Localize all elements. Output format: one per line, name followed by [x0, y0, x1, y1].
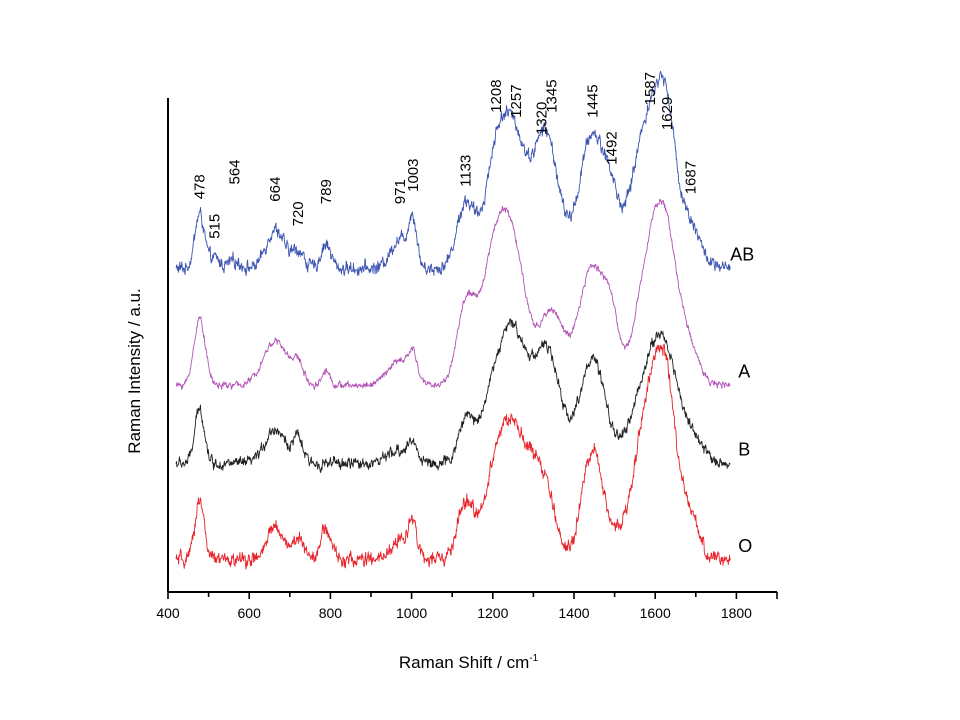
peak-label: 1208: [488, 79, 505, 112]
x-tick-label: 400: [156, 605, 180, 621]
trace-b: [175, 318, 731, 473]
x-ticks-group: 400 600 800 1000 1200 1400 1600 1800: [156, 592, 752, 621]
peak-label: 1629: [659, 97, 676, 130]
traces-group: [175, 70, 731, 570]
peak-label: 720: [290, 201, 307, 226]
peak-label: 1492: [603, 131, 620, 164]
x-axis-title-text: Raman Shift / cm: [399, 653, 529, 672]
peak-label: 1345: [544, 79, 561, 112]
trace-a: [175, 198, 731, 391]
x-axis-title: Raman Shift / cm-1: [399, 653, 539, 672]
peak-label: 1587: [642, 72, 659, 105]
peak-label: 1445: [584, 84, 601, 117]
x-tick-label: 1400: [558, 605, 589, 621]
peak-label: 664: [267, 177, 284, 202]
series-label-b: B: [738, 439, 750, 459]
x-tick-label: 1200: [477, 605, 508, 621]
trace-ab: [175, 70, 731, 277]
x-axis-title-superscript: -1: [529, 653, 538, 664]
series-label-o: O: [738, 536, 752, 556]
peak-label: 515: [207, 214, 224, 239]
trace-o: [175, 343, 731, 570]
axes-group: [167, 98, 778, 599]
peak-label: 1257: [508, 84, 525, 117]
x-tick-label: 1600: [640, 605, 671, 621]
y-axis-title: Raman Intensity / a.u.: [125, 288, 144, 453]
peak-label: 789: [318, 179, 335, 204]
x-tick-label: 800: [319, 605, 343, 621]
peak-label: 971: [392, 179, 409, 204]
peak-label: 1320: [534, 102, 551, 135]
x-tick-label: 600: [238, 605, 262, 621]
peak-label: 564: [227, 159, 244, 184]
peak-label: 1133: [458, 155, 475, 187]
x-tick-label: 1800: [721, 605, 752, 621]
peak-label: 1003: [405, 159, 422, 192]
series-label-ab: AB: [730, 244, 754, 264]
peak-label: 478: [192, 174, 209, 199]
peak-label: 1687: [683, 161, 700, 194]
x-tick-label: 1000: [396, 605, 427, 621]
series-label-a: A: [738, 361, 750, 381]
